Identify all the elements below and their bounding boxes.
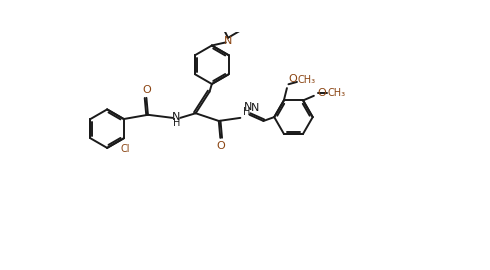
Text: O: O bbox=[289, 74, 297, 84]
Text: O: O bbox=[318, 89, 326, 99]
Text: H: H bbox=[173, 118, 180, 128]
Text: Cl: Cl bbox=[121, 144, 130, 154]
Text: N: N bbox=[251, 103, 259, 113]
Text: N: N bbox=[244, 102, 252, 112]
Text: H: H bbox=[244, 107, 251, 117]
Text: N: N bbox=[172, 112, 181, 122]
Text: O: O bbox=[142, 85, 151, 95]
Text: CH₃: CH₃ bbox=[298, 75, 316, 85]
Text: O: O bbox=[216, 141, 225, 151]
Text: CH₃: CH₃ bbox=[328, 89, 346, 99]
Text: N: N bbox=[224, 36, 232, 46]
